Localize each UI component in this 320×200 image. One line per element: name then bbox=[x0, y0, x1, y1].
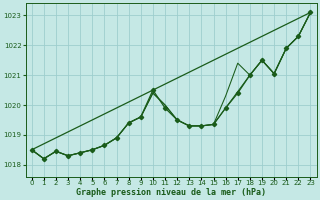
X-axis label: Graphe pression niveau de la mer (hPa): Graphe pression niveau de la mer (hPa) bbox=[76, 188, 266, 197]
